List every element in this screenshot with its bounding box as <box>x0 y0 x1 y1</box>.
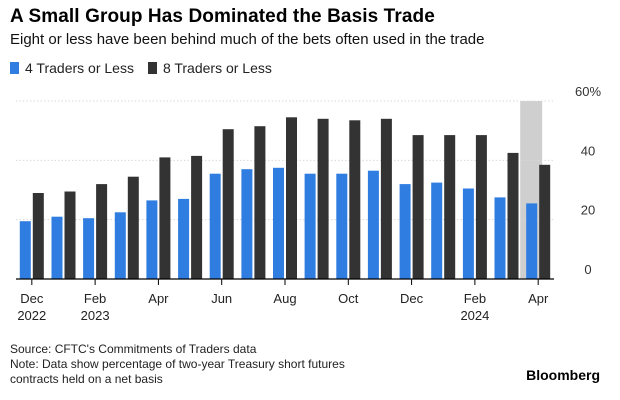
source-note: Source: CFTC's Commitments of Traders da… <box>10 342 257 356</box>
bar-4-traders <box>336 173 348 279</box>
bar-4-traders <box>431 182 443 279</box>
bar-8-traders <box>412 135 424 279</box>
x-tick-year-label: 2024 <box>460 308 489 323</box>
x-tick-label: Dec <box>20 291 44 306</box>
bar-4-traders <box>19 221 31 279</box>
legend-label-8-traders: 8 Traders or Less <box>162 60 272 76</box>
bar-4-traders <box>114 212 126 280</box>
legend: 4 Traders or Less 8 Traders or Less <box>10 60 286 76</box>
bar-8-traders <box>444 135 456 279</box>
bar-4-traders <box>273 167 284 280</box>
legend-item-8-traders: 8 Traders or Less <box>147 60 272 76</box>
bar-8-traders <box>317 118 329 279</box>
bar-4-traders <box>367 170 379 279</box>
bar-4-traders <box>304 173 316 279</box>
bar-8-traders <box>475 135 487 279</box>
x-tick-label: Oct <box>338 291 359 306</box>
bar-4-traders <box>494 197 506 279</box>
bar-8-traders <box>507 152 519 279</box>
bar-4-traders <box>241 169 253 279</box>
x-tick-label: Aug <box>273 291 296 306</box>
footnotes: Source: CFTC's Commitments of Traders da… <box>10 342 345 387</box>
data-note-line-1: Note: Data show percentage of two-year T… <box>10 357 345 371</box>
chart-title: A Small Group Has Dominated the Basis Tr… <box>10 6 435 27</box>
data-note-line-2: contracts held on a net basis <box>10 372 163 386</box>
legend-swatch-4-traders <box>10 62 19 74</box>
x-tick-label: Apr <box>528 291 549 306</box>
x-tick-year-label: 2023 <box>81 308 110 323</box>
y-tick-label: 0 <box>584 262 591 277</box>
x-tick-label: Feb <box>464 291 486 306</box>
bar-8-traders <box>254 126 266 279</box>
legend-item-4-traders: 4 Traders or Less <box>10 60 134 76</box>
x-tick-label: Dec <box>400 291 424 306</box>
y-tick-label: 20 <box>581 203 595 218</box>
bar-8-traders <box>286 117 297 279</box>
brand-logo-text: Bloomberg <box>526 367 600 383</box>
bar-4-traders <box>462 188 474 279</box>
bar-8-traders <box>159 157 171 279</box>
bar-4-traders <box>51 216 63 279</box>
bar-8-traders <box>349 120 361 279</box>
x-tick-year-label: 2022 <box>17 308 46 323</box>
bar-4-traders <box>178 198 190 279</box>
bar-4-traders <box>83 218 95 279</box>
bar-8-traders <box>222 129 234 279</box>
bar-4-traders <box>209 173 221 279</box>
bar-4-traders <box>526 203 538 279</box>
bar-8-traders <box>96 184 108 279</box>
bar-8-traders <box>127 176 139 279</box>
bar-4-traders <box>146 200 158 279</box>
bar-8-traders <box>539 164 551 279</box>
x-tick-label: Feb <box>84 291 106 306</box>
legend-label-4-traders: 4 Traders or Less <box>25 60 134 76</box>
chart-subtitle: Eight or less have been behind much of t… <box>10 31 485 48</box>
bar-4-traders <box>399 184 411 279</box>
legend-swatch-8-traders <box>147 62 157 74</box>
bar-8-traders <box>191 155 203 279</box>
x-tick-label: Jun <box>211 291 232 306</box>
y-tick-label: 40 <box>581 143 595 158</box>
y-tick-label: 60% <box>575 84 601 99</box>
bar-8-traders <box>32 193 44 279</box>
bar-8-traders <box>380 118 392 279</box>
x-tick-label: Apr <box>148 291 169 306</box>
bar-8-traders <box>64 191 76 279</box>
